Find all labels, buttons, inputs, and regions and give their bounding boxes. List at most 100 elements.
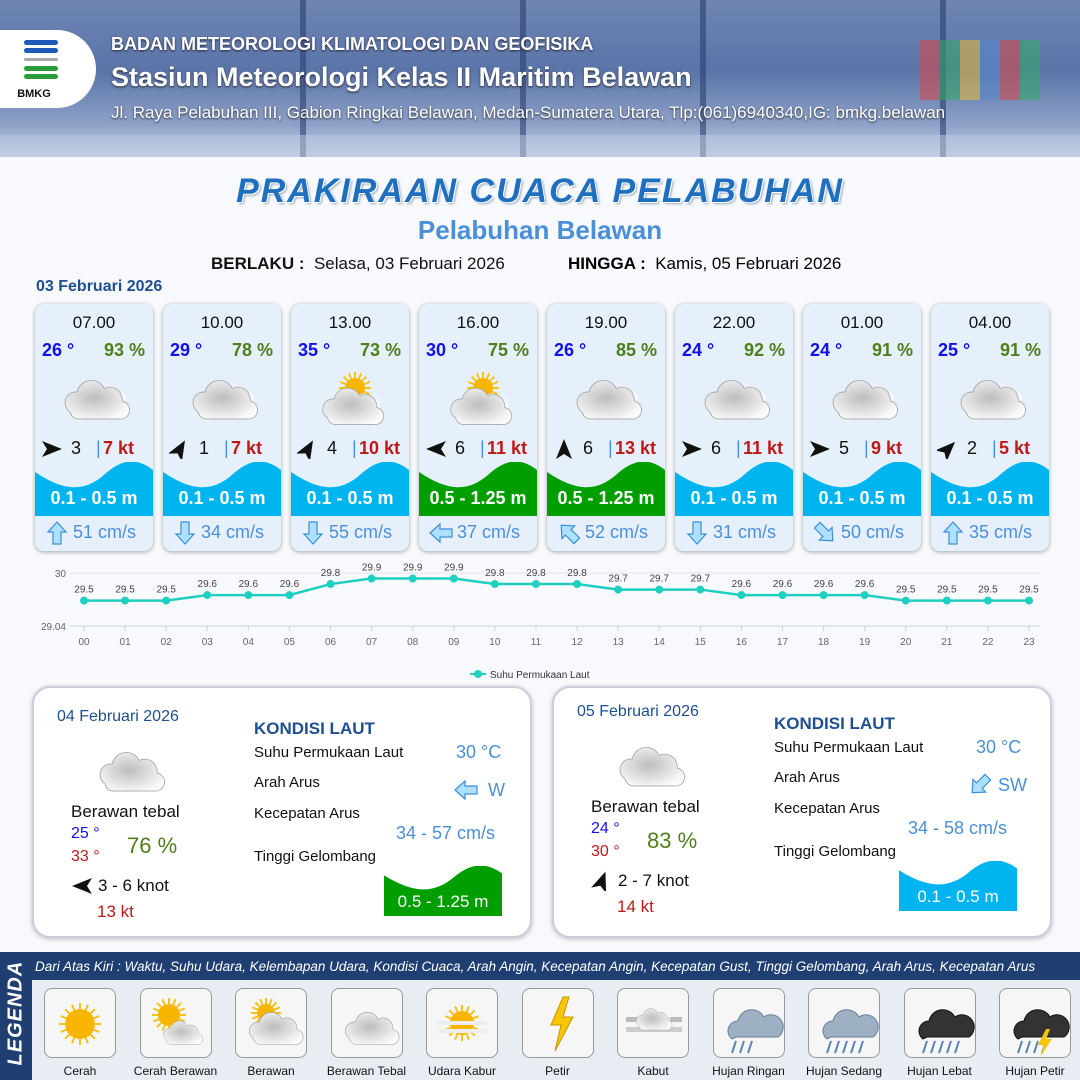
hujan-lebat-icon <box>903 988 976 1058</box>
air-temperature: 24 ° <box>682 340 715 360</box>
current-direction-value: SW <box>998 775 1027 795</box>
current-speed: 52 cm/s <box>585 522 649 542</box>
from-label: BERLAKU : <box>211 254 305 273</box>
divider: | <box>352 438 357 458</box>
wind-speed: 3 <box>71 438 82 458</box>
current-direction-value: W <box>488 780 505 800</box>
bmkg-logo: BMKG <box>0 30 96 108</box>
data-point <box>490 580 499 589</box>
data-point <box>614 585 623 594</box>
series-line <box>84 577 1029 602</box>
data-point <box>737 591 746 600</box>
x-tick-label: 04 <box>243 637 255 648</box>
wave-graphic <box>419 461 537 516</box>
divider: | <box>864 438 869 458</box>
current-info: 52 cm/s <box>557 519 657 545</box>
wind-info: 2 | 5 kt <box>935 438 1043 462</box>
data-label: 29.6 <box>814 579 834 590</box>
current-speed-label: Kecepatan Arus <box>254 805 360 822</box>
forecast-card: 19.00 26 ° 85 % 6 | 13 kt 0.5 - 1.25 m 52 … <box>547 304 665 551</box>
divider: | <box>736 438 741 458</box>
current-direction-icon <box>942 521 964 545</box>
data-label: 29.7 <box>649 574 669 585</box>
y-tick-label: 30 <box>55 569 67 580</box>
data-point <box>408 574 417 583</box>
wave-graphic <box>35 461 153 516</box>
wind-direction-icon <box>681 439 703 459</box>
wind-speed: 6 <box>583 438 594 458</box>
current-direction-icon <box>454 778 478 807</box>
data-label: 29.8 <box>526 568 546 579</box>
current-direction-icon <box>174 521 196 545</box>
divider: | <box>992 438 997 458</box>
wind-speed: 2 <box>967 438 978 458</box>
wind-info: 4 | 10 kt <box>296 438 403 462</box>
data-point <box>203 591 212 600</box>
legend-label: Hujan Ringan <box>712 1064 785 1078</box>
data-point <box>860 591 869 600</box>
current-direction-icon <box>686 521 708 545</box>
wave-height: 0.1 - 0.5 m <box>306 488 394 508</box>
station-address: Jl. Raya Pelabuhan III, Gabion Ringkai B… <box>111 103 946 122</box>
wave-height: 0.5 - 1.25 m <box>397 892 489 911</box>
data-point <box>121 596 130 605</box>
legend-title: LEGENDA <box>4 960 27 1066</box>
legend-label: Cerah Berawan <box>133 1064 218 1078</box>
wind-direction-icon <box>809 439 831 459</box>
gust-speed: 14 kt <box>617 897 654 916</box>
forecast-time: 10.00 <box>200 313 244 332</box>
data-label: 29.7 <box>691 574 711 585</box>
berawan-tebal-icon <box>827 368 899 428</box>
legend-label: Berawan <box>247 1064 295 1078</box>
humidity: 91 % <box>999 340 1041 360</box>
wind-speed: 4 <box>327 438 338 458</box>
data-label: 29.5 <box>978 585 998 596</box>
current-info: 37 cm/s <box>429 519 529 545</box>
x-tick-label: 10 <box>489 637 501 648</box>
forecast-card: 13.00 35 ° 73 % 4 | 10 kt 0.1 - 0.5 m 55 c… <box>291 304 409 551</box>
forecast-time: 01.00 <box>840 313 884 332</box>
legend-icons: Cerah Cerah Berawan Berawan Berawan Tebal Ud… <box>32 980 1080 1080</box>
panel-date: 04 Februari 2026 <box>57 708 179 725</box>
current-info: 51 cm/s <box>45 519 145 545</box>
legend-label: Berawan Tebal <box>326 1064 407 1078</box>
sea-condition-title: KONDISI LAUT <box>774 714 895 733</box>
berawan-tebal-icon <box>955 368 1027 428</box>
legend-label: Udara Kabur <box>427 1064 497 1078</box>
wind-info: 5 | 9 kt <box>809 438 915 460</box>
wave-height: 0.1 - 0.5 m <box>178 488 266 508</box>
wind-info: 1 | 7 kt <box>168 438 275 462</box>
current-direction-label: Arah Arus <box>774 769 840 786</box>
agency-name: BADAN METEOROLOGI KLIMATOLOGI DAN GEOFIS… <box>111 34 594 54</box>
wave-graphic <box>384 865 502 921</box>
x-tick-label: 02 <box>161 637 173 648</box>
current-speed: 50 cm/s <box>841 522 905 542</box>
page-title: PRAKIRAAN CUACA PELABUHAN <box>236 172 844 210</box>
air-temperature: 29 ° <box>170 340 203 360</box>
wave-graphic <box>163 461 281 516</box>
wind-speed: 1 <box>199 438 210 458</box>
humidity: 91 % <box>871 340 913 360</box>
current-direction-label: Arah Arus <box>254 774 320 791</box>
x-tick-label: 22 <box>982 637 994 648</box>
data-point <box>367 574 376 583</box>
humidity: 75 % <box>487 340 529 360</box>
x-tick-label: 07 <box>366 637 378 648</box>
current-info: 35 cm/s <box>941 519 1041 545</box>
wind-direction-icon <box>71 876 93 901</box>
current-speed: 55 cm/s <box>329 522 393 542</box>
data-point <box>80 596 88 605</box>
wave-height: 0.5 - 1.25 m <box>557 488 655 508</box>
wave-graphic <box>931 461 1049 516</box>
humidity: 78 % <box>231 340 273 360</box>
data-label: 29.5 <box>115 585 135 596</box>
wave-graphic <box>899 860 1017 916</box>
data-point <box>901 596 910 605</box>
legend-label: Hujan Lebat <box>907 1064 972 1078</box>
x-tick-label: 15 <box>695 637 707 648</box>
wind-direction-icon <box>425 439 447 459</box>
x-tick-label: 12 <box>571 637 583 648</box>
hujan-ringan-icon <box>712 988 785 1058</box>
data-label: 29.8 <box>321 568 341 579</box>
wind-speed-range: 3 - 6 knot <box>98 876 169 895</box>
